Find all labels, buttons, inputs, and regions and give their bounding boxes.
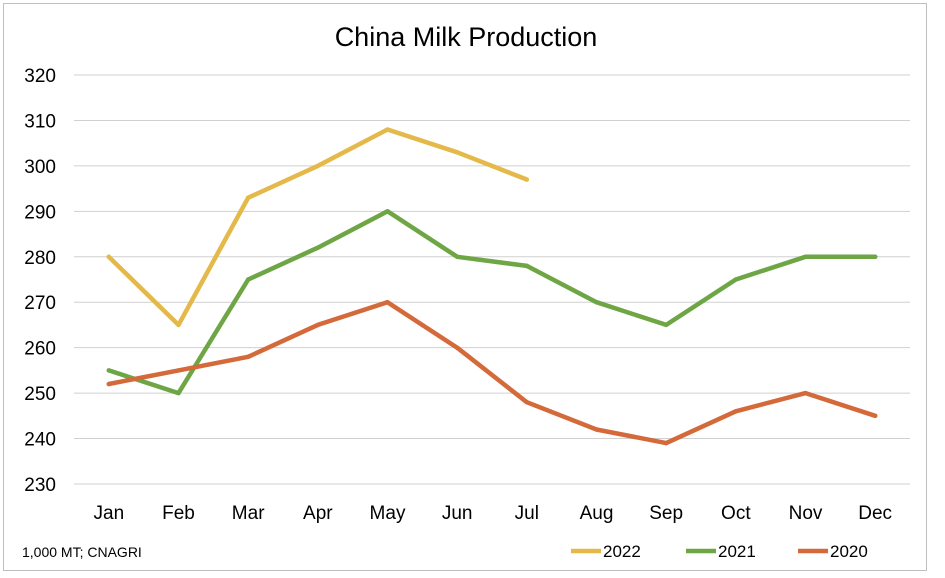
x-tick-label: Dec <box>858 503 892 524</box>
chart-title: China Milk Production <box>335 22 598 52</box>
data-point-2021 <box>385 209 390 214</box>
y-tick-label: 300 <box>24 157 56 178</box>
data-point-2020 <box>803 390 808 396</box>
series-lines <box>106 127 878 446</box>
chart-frame <box>3 3 927 571</box>
x-tick-label: Nov <box>789 503 823 524</box>
data-point-2022 <box>454 150 460 155</box>
data-point-2020 <box>106 381 112 387</box>
x-tick-label: Apr <box>303 503 333 524</box>
y-tick-label: 310 <box>24 111 56 132</box>
data-point-2022 <box>315 163 321 169</box>
y-tick-label: 240 <box>24 430 56 451</box>
data-point-2022 <box>524 177 530 182</box>
source-note: 1,000 MT; CNAGRI <box>22 544 142 560</box>
data-point-2020 <box>245 354 251 359</box>
x-tick-label: Mar <box>232 503 265 524</box>
y-tick-label: 320 <box>24 66 56 87</box>
data-point-2020 <box>663 440 669 446</box>
data-point-2022 <box>245 195 251 200</box>
y-tick-label: 280 <box>24 248 56 269</box>
x-tick-label: Oct <box>721 503 751 524</box>
series-line-2020 <box>106 299 878 446</box>
data-point-2020 <box>733 409 739 414</box>
legend: 2022 2021 2020 <box>571 542 868 561</box>
x-tick-label: Jan <box>94 503 125 524</box>
data-point-2021 <box>176 390 181 396</box>
data-point-2020 <box>872 413 878 419</box>
data-point-2022 <box>385 127 390 132</box>
y-tick-label: 260 <box>24 339 56 360</box>
y-axis-ticks: 230 240 250 260 270 280 290 300 310 320 <box>24 66 56 496</box>
x-tick-label: May <box>370 503 406 524</box>
data-point-2021 <box>524 263 530 269</box>
x-tick-label: Jul <box>515 503 539 524</box>
gridlines <box>74 74 910 485</box>
y-tick-label: 250 <box>24 384 56 405</box>
data-point-2021 <box>454 254 460 259</box>
y-tick-label: 230 <box>24 475 56 496</box>
data-point-2020 <box>524 400 530 405</box>
data-point-2021 <box>663 322 669 328</box>
data-point-2021 <box>803 254 808 259</box>
y-tick-label: 290 <box>24 202 56 223</box>
data-point-2022 <box>176 322 181 328</box>
x-tick-label: Feb <box>162 503 195 524</box>
legend-label-2021: 2021 <box>718 542 756 561</box>
x-tick-label: Sep <box>649 503 683 524</box>
legend-label-2020: 2020 <box>830 542 868 561</box>
data-point-2021 <box>106 368 112 373</box>
data-point-2020 <box>176 368 181 373</box>
series-line-2022 <box>106 127 530 328</box>
data-point-2021 <box>315 245 321 250</box>
legend-label-2022: 2022 <box>603 542 641 561</box>
data-point-2020 <box>594 427 599 432</box>
x-axis-ticks: Jan Feb Mar Apr May Jun Jul Aug Sep Oct Nov Dec <box>94 503 893 524</box>
data-point-2021 <box>733 277 739 282</box>
data-point-2020 <box>385 300 390 305</box>
data-point-2020 <box>454 345 460 350</box>
x-tick-label: Aug <box>580 503 614 524</box>
series-line-2021 <box>106 209 878 396</box>
data-point-2021 <box>872 254 878 259</box>
y-tick-label: 270 <box>24 293 56 314</box>
data-point-2022 <box>106 254 112 259</box>
data-point-2021 <box>245 277 251 282</box>
x-tick-label: Jun <box>442 503 473 524</box>
data-point-2021 <box>594 300 599 305</box>
data-point-2020 <box>315 322 321 328</box>
